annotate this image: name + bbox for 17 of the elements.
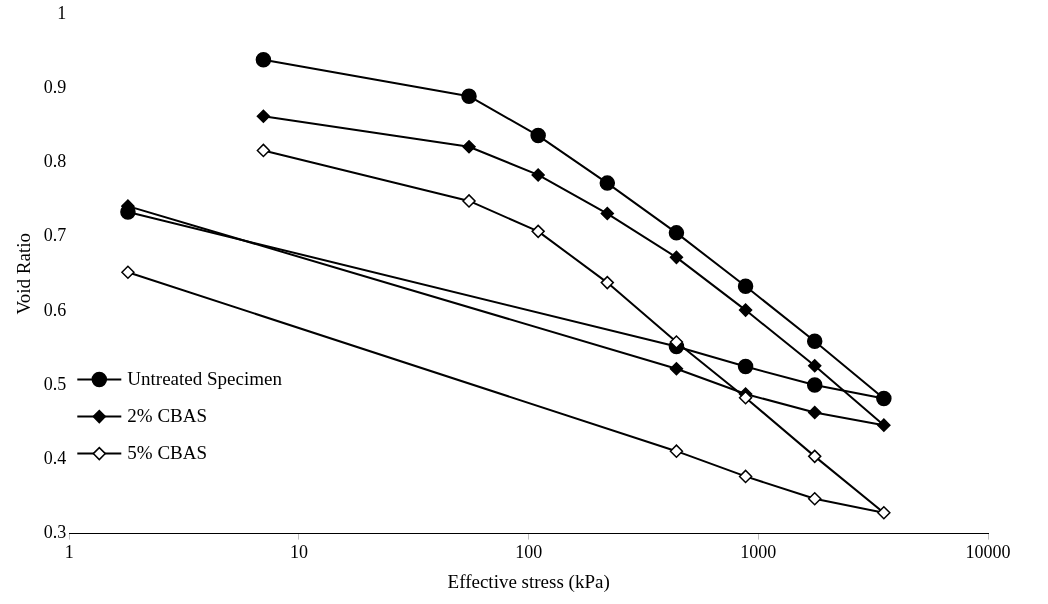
y-tick-label: 0.4 bbox=[43, 448, 67, 469]
x-tick-label: 1000 bbox=[740, 542, 777, 563]
y-tick-label: 0.9 bbox=[43, 76, 67, 97]
x-tick-label: 100 bbox=[515, 542, 543, 563]
y-tick-label: 0.8 bbox=[43, 151, 67, 172]
legend-label: 2% CBAS bbox=[127, 404, 208, 426]
y-tick-label: 0.7 bbox=[43, 225, 67, 246]
x-axis-title: Effective stress (kPa) bbox=[447, 570, 610, 593]
y-axis-title: Void Ratio bbox=[13, 232, 35, 315]
y-tick-label: 1 bbox=[57, 2, 67, 23]
y-tick-label: 0.3 bbox=[43, 522, 67, 543]
legend-label: Untreated Specimen bbox=[127, 367, 283, 389]
x-tick-label: 10000 bbox=[965, 542, 1011, 563]
y-tick-label: 0.5 bbox=[43, 373, 67, 394]
legend-label: 5% CBAS bbox=[127, 441, 208, 463]
y-tick-label: 0.6 bbox=[43, 299, 67, 320]
x-tick-label: 10 bbox=[289, 542, 308, 563]
